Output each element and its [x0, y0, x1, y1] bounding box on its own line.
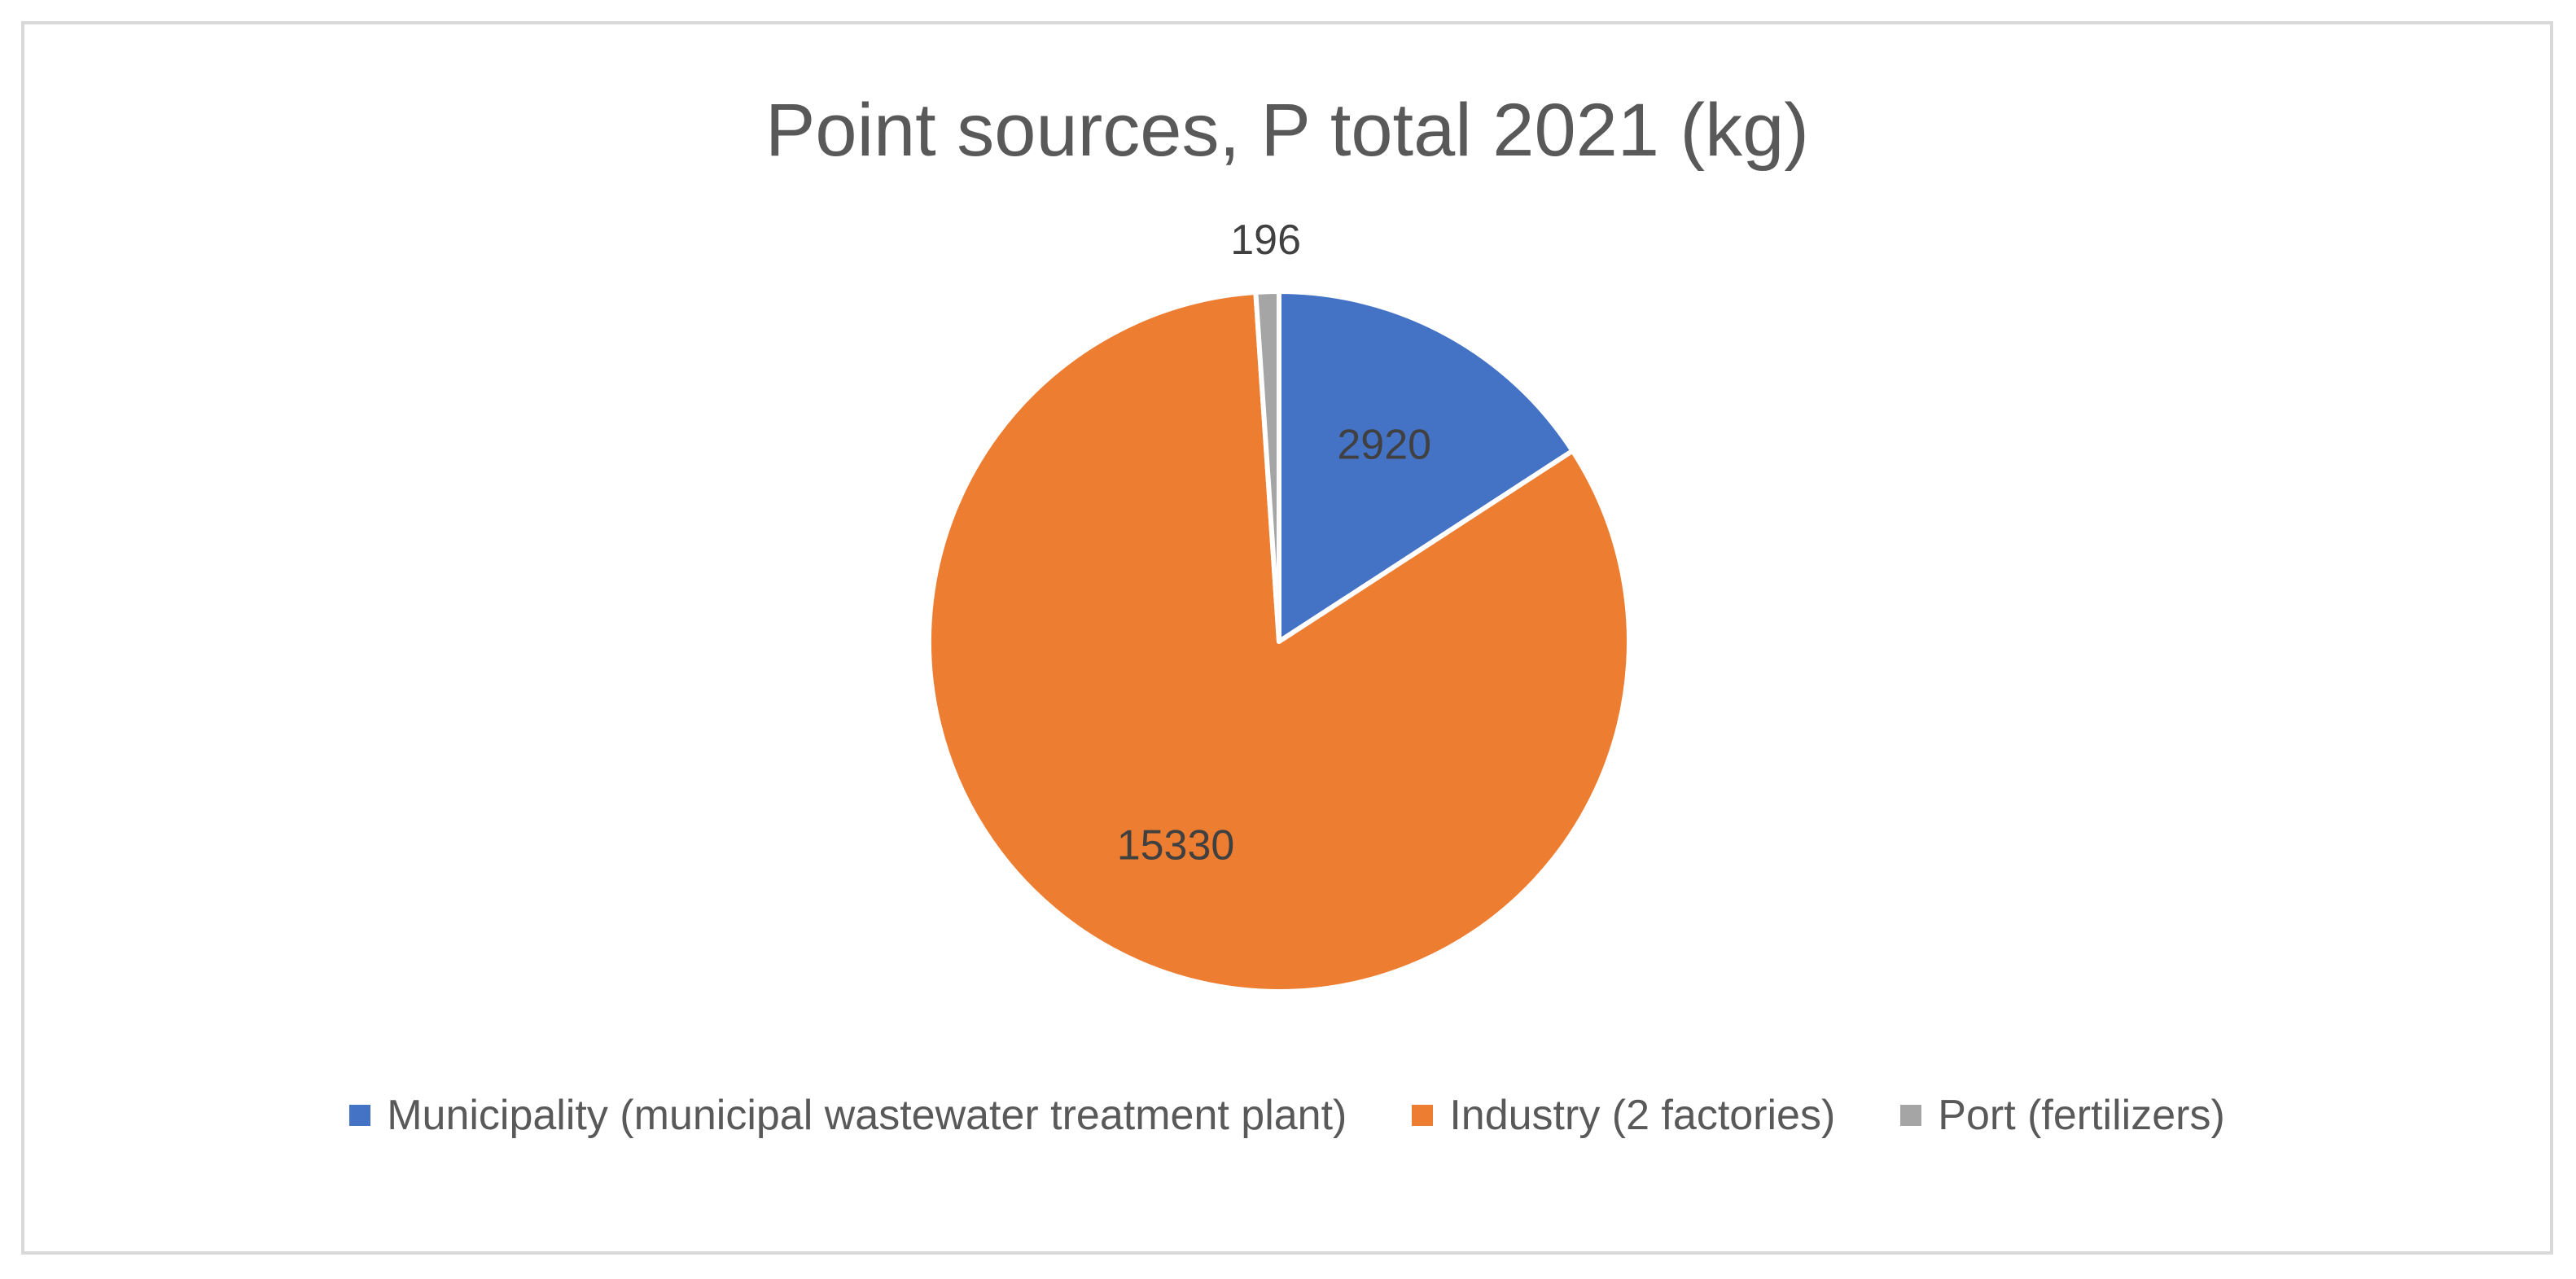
legend-swatch-municipality — [349, 1105, 371, 1126]
legend-label-port: Port (fertilizers) — [1938, 1092, 2225, 1139]
legend-swatch-industry — [1412, 1105, 1434, 1126]
data-label-port: 196 — [1230, 217, 1301, 264]
data-label-industry: 15330 — [1117, 822, 1235, 869]
pie-chart: 2920 15330 196 — [927, 217, 1632, 994]
data-label-municipality: 2920 — [1337, 422, 1431, 469]
pie-slice-port — [1253, 289, 1281, 644]
legend-swatch-port — [1900, 1105, 1922, 1126]
pie-slice-municipality — [1277, 289, 1575, 644]
legend-entry-industry: Industry (2 factories) — [1412, 1091, 1835, 1140]
legend-entry-municipality: Municipality (municipal wastewater treat… — [349, 1091, 1347, 1140]
legend: Municipality (municipal wastewater treat… — [24, 1091, 2550, 1140]
legend-label-municipality: Municipality (municipal wastewater treat… — [387, 1092, 1347, 1139]
chart-area: Point sources, P total 2021 (kg) 2920 153… — [21, 21, 2553, 1255]
chart-title: Point sources, P total 2021 (kg) — [765, 89, 1809, 172]
legend-label-industry: Industry (2 factories) — [1449, 1092, 1836, 1139]
legend-entry-port: Port (fertilizers) — [1900, 1091, 2225, 1140]
pie-slices — [927, 289, 1632, 994]
pie-data-labels: 2920 15330 196 — [1117, 217, 1431, 869]
